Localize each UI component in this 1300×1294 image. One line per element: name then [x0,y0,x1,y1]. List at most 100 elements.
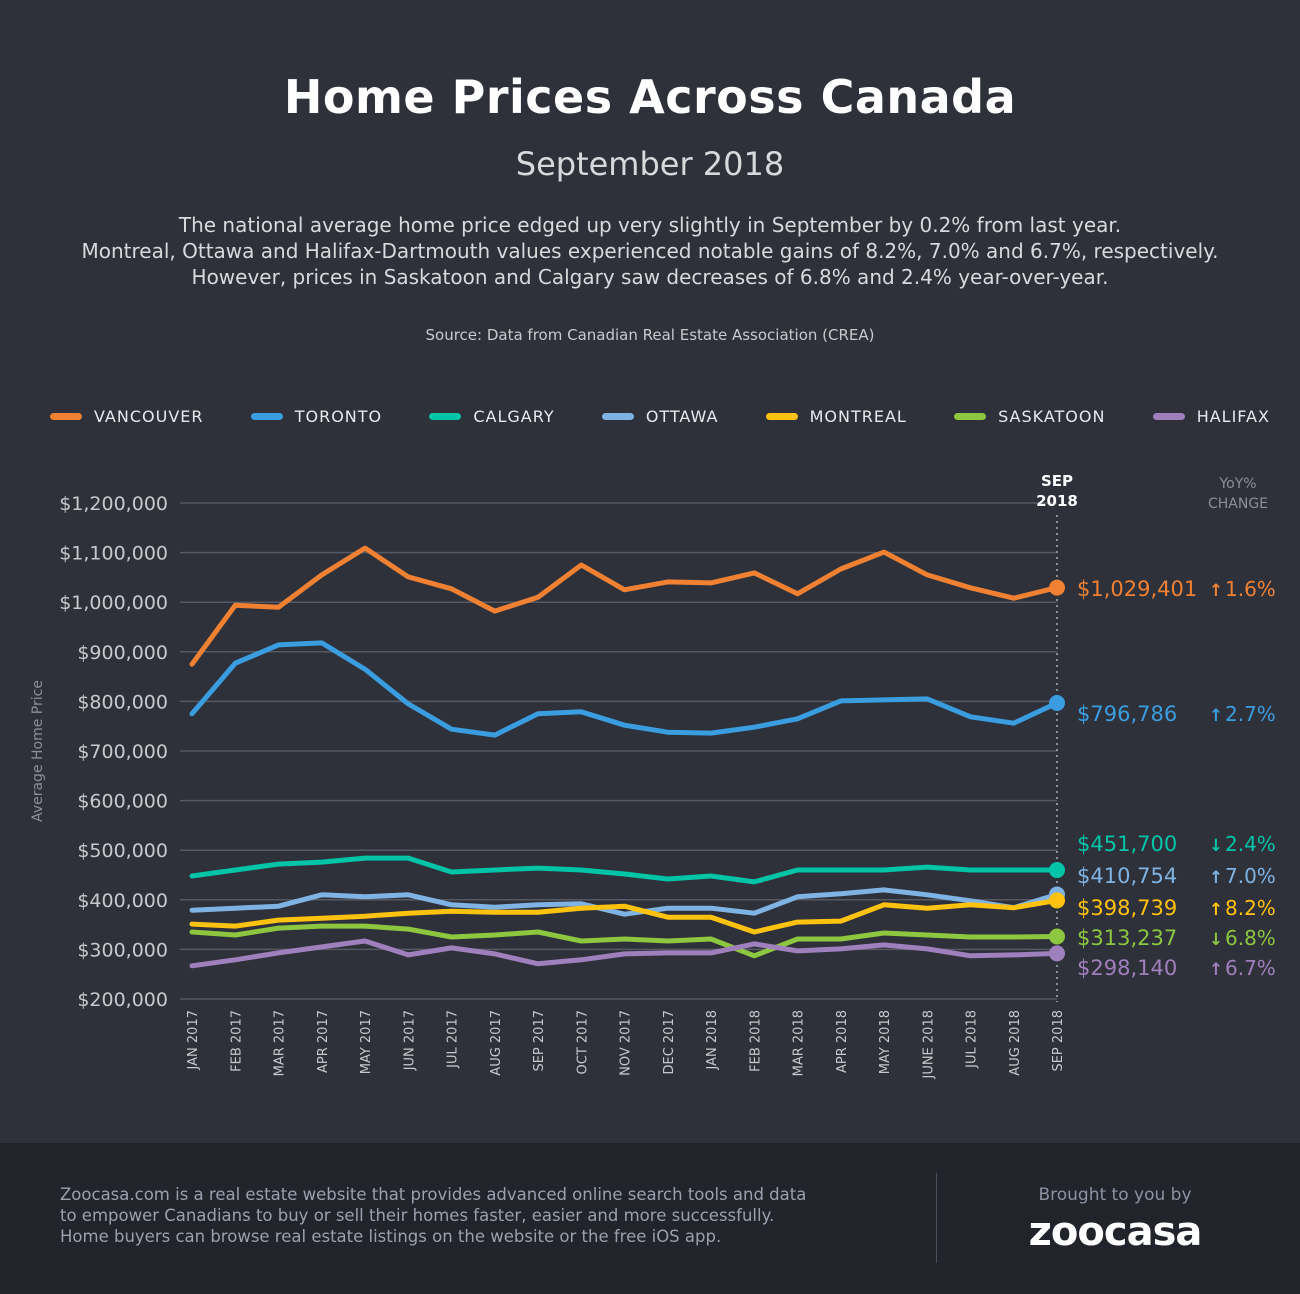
yoy-header: YoY% [1218,476,1256,492]
y-axis-label: Average Home Price [30,680,46,822]
legend-item: OTTAWA [601,407,719,426]
legend-item: MONTREAL [765,407,907,426]
legend-item: CALGARY [429,407,554,426]
series-end-point [1049,892,1065,909]
x-tick-label: AUG 2017 [489,1010,504,1076]
legend-label: OTTAWA [645,407,719,426]
series-end-point [1049,694,1065,711]
legend-label: CALGARY [473,407,555,426]
highlight-label: 2018 [1036,492,1078,510]
y-tick-label: $600,000 [77,791,168,813]
legend-swatch [50,413,82,420]
x-tick-label: MAY 2017 [359,1010,374,1074]
latest-value-label: $398,739 [1077,896,1177,920]
arrow-up-icon: ↑ [1209,900,1223,920]
series-end-point [1049,945,1065,962]
y-tick-label: $1,200,000 [59,493,168,515]
series-line-halifax [189,938,1060,969]
arrow-up-icon: ↑ [1209,581,1223,601]
x-tick-label: JUNE 2018 [921,1010,936,1080]
legend-swatch [1152,413,1185,420]
legend-swatch [250,413,283,420]
x-tick-label: OCT 2017 [575,1010,590,1074]
arrow-up-icon: ↑ [1209,706,1223,726]
legend-swatch [429,413,462,420]
line-chart: $200,000 $300,000 $400,000 $500,000 $600,000… [30,472,1276,1080]
x-tick-label: SEP 2018 [1051,1010,1066,1072]
latest-value-label: $313,237 [1077,926,1177,950]
arrow-down-icon: ↓ [1209,930,1223,950]
latest-value-label: $410,754 [1077,864,1177,888]
x-tick-label: JAN 2018 [705,1010,720,1070]
x-tick-label: MAR 2018 [792,1010,807,1076]
legend-label: VANCOUVER [94,407,204,426]
description-line: The national average home price edged up… [178,213,1122,237]
x-tick-label: MAY 2018 [878,1010,893,1074]
source-note: Source: Data from Canadian Real Estate A… [425,326,875,344]
series-line-calgary [189,855,1060,885]
y-tick-label: $400,000 [77,890,168,912]
yoy-change-label: 6.7% [1225,956,1276,980]
x-tick-label: FEB 2017 [229,1010,244,1072]
x-tick-label: JUL 2018 [965,1010,980,1069]
about-line: Zoocasa.com is a real estate website tha… [60,1185,807,1204]
y-tick-label: $1,000,000 [59,592,168,614]
series-end-point [1049,579,1065,596]
page-title: Home Prices Across Canada [283,70,1017,124]
yoy-change-label: 2.4% [1225,832,1276,856]
about-line: to empower Canadians to buy or sell thei… [60,1206,775,1225]
legend-item: SASKATOON [954,407,1105,426]
y-tick-label: $800,000 [77,691,168,713]
x-tick-label: MAR 2017 [273,1010,288,1076]
x-tick-label: APR 2017 [316,1010,331,1073]
x-tick-label: JUN 2017 [402,1010,417,1071]
x-tick-label: SEP 2017 [532,1010,547,1072]
series-end-point [1049,862,1065,879]
arrow-down-icon: ↓ [1209,836,1223,856]
y-tick-label: $300,000 [77,939,168,961]
chart-legend: VANCOUVER TORONTO CALGARY OTTAWA MONTREAL SAS… [50,407,1270,426]
y-tick-label: $700,000 [77,741,168,763]
legend-item: VANCOUVER [50,407,203,426]
legend-item: TORONTO [250,407,383,426]
legend-swatch [601,413,634,420]
x-tick-label: DEC 2017 [662,1010,677,1075]
legend-item: HALIFAX [1152,407,1270,426]
latest-value-label: $796,786 [1077,702,1177,726]
x-tick-label: AUG 2018 [1008,1010,1023,1076]
yoy-change-label: 2.7% [1225,702,1276,726]
legend-label: SASKATOON [998,407,1106,426]
x-tick-label: NOV 2017 [619,1010,634,1076]
page-subtitle: September 2018 [515,145,785,183]
legend-label: TORONTO [294,407,383,426]
latest-value-label: $1,029,401 [1077,577,1197,601]
series-end-point [1049,928,1065,945]
footer: Zoocasa.com is a real estate website tha… [0,1143,1300,1294]
arrow-up-icon: ↑ [1209,960,1223,980]
y-tick-label: $1,100,000 [59,543,168,565]
yoy-change-label: 7.0% [1225,864,1276,888]
x-tick-label: APR 2018 [835,1010,850,1073]
description-line: Montreal, Ottawa and Halifax-Dartmouth v… [81,239,1219,263]
series-line-vancouver [189,545,1060,667]
legend-swatch [765,413,798,420]
yoy-change-label: 8.2% [1225,896,1276,920]
y-tick-label: $500,000 [77,840,168,862]
zoocasa-logo[interactable]: zoocasa [1028,1209,1203,1255]
description-line: However, prices in Saskatoon and Calgary… [191,265,1109,289]
legend-label: MONTREAL [809,407,907,426]
x-tick-label: JUL 2017 [446,1010,461,1069]
arrow-up-icon: ↑ [1209,868,1223,888]
y-tick-label: $900,000 [77,642,168,664]
about-line: Home buyers can browse real estate listi… [60,1227,722,1246]
description: The national average home price edged up… [0,212,1300,290]
latest-value-label: $451,700 [1077,832,1177,856]
legend-label: HALIFAX [1196,407,1270,426]
highlight-label: SEP [1041,472,1073,490]
legend-swatch [954,413,987,420]
footer-divider [936,1173,937,1263]
brought-by: Brought to you by [1038,1185,1192,1205]
y-tick-label: $200,000 [77,989,168,1011]
about-text: Zoocasa.com is a real estate website tha… [60,1184,900,1247]
yoy-change-label: 1.6% [1225,577,1276,601]
